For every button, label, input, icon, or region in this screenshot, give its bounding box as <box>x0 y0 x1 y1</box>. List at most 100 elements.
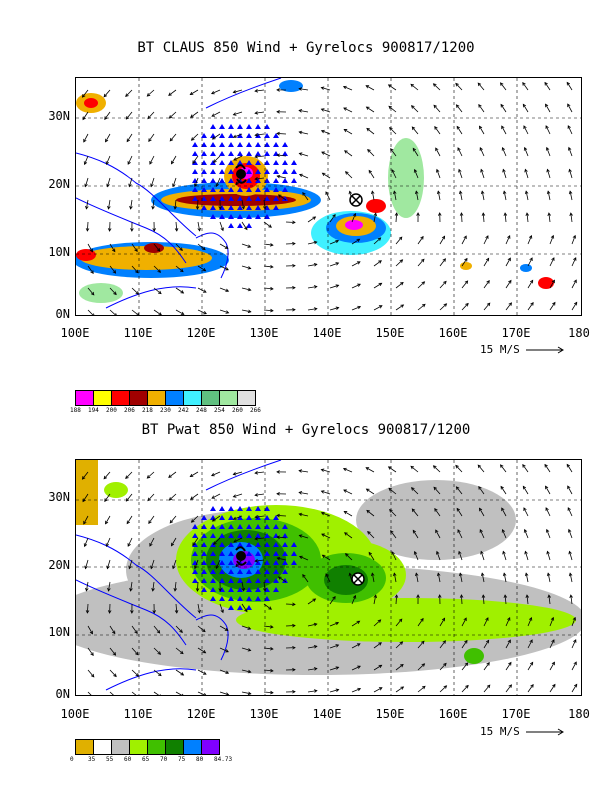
wind-vector <box>569 169 573 179</box>
top-map-canvas <box>76 78 581 315</box>
bottom-panel-title: BT Pwat 850 Wind + Gyrelocs 900817/1200 <box>141 422 471 438</box>
wind-vector <box>192 155 199 164</box>
gyre-triangle <box>246 515 252 520</box>
gyre-triangle <box>255 151 261 156</box>
wind-vector-head <box>455 464 459 469</box>
wind-vector-head <box>225 649 229 653</box>
wind-vector <box>219 669 229 674</box>
wind-vector <box>263 221 272 228</box>
wind-vector-head <box>292 220 296 225</box>
wind-vector-head <box>90 673 95 678</box>
wind-vector <box>255 515 265 518</box>
wind-vector-head <box>499 82 504 86</box>
wind-vector-head <box>502 550 506 555</box>
wind-vector-head <box>455 104 460 108</box>
gyre-triangle <box>273 524 279 529</box>
wind-vector <box>343 86 353 91</box>
gyre-triangle <box>219 187 225 192</box>
wind-vector <box>233 155 243 161</box>
gyre-triangle <box>228 214 234 219</box>
gyre-triangle <box>192 196 198 201</box>
wind-vector-head <box>174 228 179 232</box>
wind-vector-head <box>192 542 196 547</box>
wind-vector-head <box>292 263 296 268</box>
wind-vector-head <box>443 303 448 307</box>
wind-vector-head <box>480 572 485 577</box>
colorbar-tick-label: 60 <box>124 756 132 763</box>
gyre-triangle <box>255 596 261 601</box>
gyre-triangle <box>264 142 270 147</box>
wind-vector <box>544 82 551 91</box>
wind-vector-head <box>157 269 162 273</box>
gyre-triangle <box>237 533 243 538</box>
wind-vector-head <box>387 466 392 470</box>
wind-vector <box>197 221 201 231</box>
wind-vector <box>255 471 265 474</box>
top-xlabel-170e: 170E <box>501 326 531 340</box>
wind-vector-head <box>523 528 528 533</box>
wind-vector-head <box>268 606 272 610</box>
wind-vector <box>344 511 353 517</box>
wind-vector <box>549 279 555 289</box>
wind-vector <box>175 691 183 695</box>
bottom-xlabel-160e: 160E <box>438 707 468 721</box>
wind-vector-head <box>126 520 130 525</box>
gyre-triangle <box>201 524 207 529</box>
wind-vector <box>241 691 251 695</box>
wind-vector <box>373 305 383 311</box>
gyre-triangle <box>201 178 207 183</box>
wind-vector <box>522 104 529 113</box>
wind-vector-head <box>298 534 303 538</box>
gyre-triangle <box>219 542 225 547</box>
wind-vector <box>299 513 309 517</box>
wind-vector-head <box>172 565 176 570</box>
wind-vector-head <box>485 639 490 644</box>
wind-vector-head <box>524 168 528 173</box>
wind-vector <box>241 625 251 630</box>
wind-vector-head <box>202 268 207 272</box>
colorbar-tick-label: 65 <box>142 756 150 763</box>
wind-vector-head <box>367 530 371 535</box>
wind-vector-head <box>232 516 237 521</box>
wind-vector-head <box>391 169 395 173</box>
wind-vector <box>549 617 554 627</box>
wind-vector-head <box>152 610 156 614</box>
wind-vector-head <box>107 610 112 614</box>
wind-vector <box>505 684 512 693</box>
wind-vector <box>147 471 155 479</box>
wind-vector <box>322 172 331 179</box>
gyre-triangle <box>264 151 270 156</box>
wind-vector-head <box>180 672 185 676</box>
wind-vector <box>277 557 287 561</box>
wind-vector <box>169 515 177 524</box>
wind-vector-head <box>189 91 194 96</box>
wind-vector-head <box>573 279 577 284</box>
wind-vector <box>393 573 397 583</box>
wind-vector-head <box>507 235 511 239</box>
wind-vector-head <box>215 565 219 569</box>
wind-vector <box>373 213 377 223</box>
wind-vector <box>307 241 317 245</box>
wind-vector-head <box>276 110 280 114</box>
gyre-triangle <box>219 551 225 556</box>
colorbar-tick-label: 188 <box>70 407 81 414</box>
bottom-xlabel-150e: 150E <box>375 707 405 721</box>
gyre-triangle <box>237 187 243 192</box>
wind-vector-head <box>254 177 259 181</box>
wind-vector-head <box>106 183 110 188</box>
wind-vector <box>87 691 92 695</box>
wind-vector-head <box>148 138 152 142</box>
wind-vector-head <box>128 183 132 188</box>
wind-vector-head <box>107 228 112 232</box>
wind-vector-head <box>277 576 282 580</box>
wind-vector <box>457 529 463 539</box>
gyre-triangle <box>210 506 216 511</box>
wind-vector-head <box>321 533 325 537</box>
wind-vector <box>523 507 529 517</box>
wind-vector-head <box>195 588 200 592</box>
wind-vector-head <box>366 509 370 514</box>
gyre-triangle <box>201 551 207 556</box>
wind-vector-head <box>181 693 184 695</box>
wind-vector-head <box>125 475 129 480</box>
wind-vector <box>395 236 403 245</box>
